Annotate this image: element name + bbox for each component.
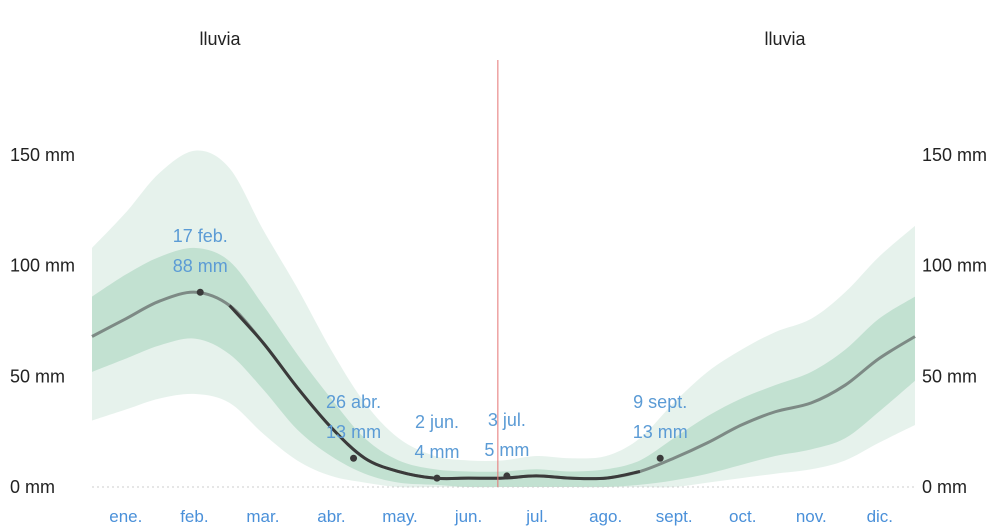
y-tick-right-2: 100 mm <box>922 256 987 276</box>
annotation-date-1: 26 abr. <box>326 392 381 412</box>
y-tick-left-0: 0 mm <box>10 477 55 497</box>
month-label-6: jul. <box>525 507 548 526</box>
month-label-8: sept. <box>656 507 693 526</box>
annotation-date-4: 9 sept. <box>633 392 687 412</box>
month-label-10: nov. <box>796 507 827 526</box>
annotation-date-3: 3 jul. <box>488 410 526 430</box>
y-tick-right-1: 50 mm <box>922 366 977 386</box>
month-label-5: jun. <box>454 507 482 526</box>
y-tick-left-2: 100 mm <box>10 256 75 276</box>
annotation-point-1 <box>350 454 358 462</box>
annotation-amount-1: 13 mm <box>326 422 381 442</box>
annotation-amount-2: 4 mm <box>414 442 459 462</box>
month-label-7: ago. <box>589 507 622 526</box>
annotation-amount-4: 13 mm <box>633 422 688 442</box>
annotation-point-3 <box>503 472 511 480</box>
series-title-right: lluvia <box>764 29 806 49</box>
annotation-amount-0: 88 mm <box>173 256 228 276</box>
month-label-4: may. <box>382 507 418 526</box>
annotation-point-2 <box>433 474 441 482</box>
y-axis-right: 0 mm 50 mm 100 mm 150 mm <box>922 145 987 497</box>
y-axis-left: 0 mm 50 mm 100 mm 150 mm <box>10 145 75 497</box>
annotation-date-2: 2 jun. <box>415 412 459 432</box>
y-tick-right-3: 150 mm <box>922 145 987 165</box>
x-axis: ene. feb. mar. abr. may. jun. jul. ago. sept. oct… <box>109 507 893 526</box>
month-label-2: mar. <box>246 507 279 526</box>
band-inner <box>92 247 915 488</box>
month-label-1: feb. <box>180 507 208 526</box>
points-layer <box>196 288 664 482</box>
annotations-layer: 17 feb. 88 mm 26 abr. 13 mm 2 jun. 4 mm 3 jul.… <box>173 226 688 462</box>
y-tick-left-1: 50 mm <box>10 366 65 386</box>
month-label-3: abr. <box>317 507 345 526</box>
y-tick-left-3: 150 mm <box>10 145 75 165</box>
month-label-11: dic. <box>867 507 893 526</box>
series-title-left: lluvia <box>199 29 241 49</box>
annotation-date-0: 17 feb. <box>173 226 228 246</box>
y-tick-right-0: 0 mm <box>922 477 967 497</box>
month-label-9: oct. <box>729 507 756 526</box>
annotation-point-0 <box>196 288 204 296</box>
month-label-0: ene. <box>109 507 142 526</box>
annotation-amount-3: 5 mm <box>484 440 529 460</box>
bands-layer <box>92 150 915 488</box>
annotation-point-4 <box>656 454 664 462</box>
